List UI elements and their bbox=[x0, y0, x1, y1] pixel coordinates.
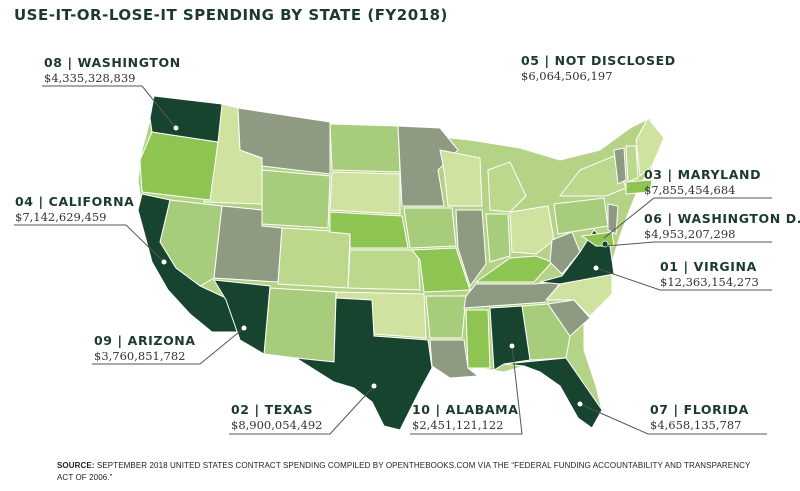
state-new-jersey bbox=[607, 203, 619, 235]
state-montana bbox=[237, 107, 331, 175]
dot-texas bbox=[371, 383, 377, 389]
state-west-virginia bbox=[549, 231, 581, 275]
state-nebraska bbox=[329, 211, 409, 249]
state-indiana bbox=[485, 213, 511, 263]
callout-washington: 08 | WASHINGTON $4,335,328,839 bbox=[44, 55, 181, 85]
leader-texas bbox=[229, 385, 375, 435]
callout-florida-label: 07 | FLORIDA bbox=[650, 402, 749, 417]
callout-washington-label: 08 | WASHINGTON bbox=[44, 55, 181, 70]
state-arizona bbox=[213, 279, 271, 355]
state-mississippi bbox=[465, 309, 491, 369]
callout-alabama: 10 | ALABAMA $2,451,121,122 bbox=[412, 402, 519, 432]
callout-florida: 07 | FLORIDA $4,658,135,787 bbox=[650, 402, 749, 432]
source-text: SEPTEMBER 2018 UNITED STATES CONTRACT SP… bbox=[57, 461, 751, 482]
state-north-dakota bbox=[329, 123, 401, 173]
callout-virginia: 01 | VIRGINA $12,363,154,273 bbox=[660, 259, 759, 289]
dot-washington bbox=[173, 125, 179, 131]
leader-virginia bbox=[595, 267, 772, 291]
callout-washington-dc-amount: $4,953,207,298 bbox=[644, 227, 736, 241]
state-michigan bbox=[487, 161, 527, 213]
state-vermont bbox=[613, 147, 627, 185]
state-texas bbox=[295, 297, 433, 431]
callout-texas-amount: $8,900,054,492 bbox=[231, 418, 323, 432]
callout-alabama-amount: $2,451,121,122 bbox=[412, 418, 504, 432]
leader-washington bbox=[42, 85, 177, 129]
dot-florida bbox=[577, 401, 583, 407]
leader-florida bbox=[579, 403, 767, 435]
state-new-mexico bbox=[263, 287, 337, 363]
state-florida bbox=[503, 357, 603, 429]
leader-lines bbox=[14, 85, 772, 435]
callout-maryland-label: 03 | MARYLAND bbox=[644, 167, 762, 182]
state-washington bbox=[149, 95, 223, 143]
state-south-carolina bbox=[547, 299, 591, 337]
state-minnesota bbox=[397, 125, 459, 207]
map-title: USE-IT-OR-LOSE-IT SPENDING BY STATE (FY2… bbox=[14, 6, 448, 24]
callout-arizona-label: 09 | ARIZONA bbox=[94, 333, 196, 348]
state-ohio bbox=[509, 205, 555, 255]
callout-maryland-amount: $7,855,454,684 bbox=[644, 183, 736, 197]
leader-maryland bbox=[603, 197, 772, 239]
callout-virginia-label: 01 | VIRGINA bbox=[660, 259, 757, 274]
state-kansas bbox=[347, 249, 421, 291]
leader-california bbox=[14, 224, 165, 263]
callout-not-disclosed-amount: $6,064,506,197 bbox=[521, 69, 613, 83]
state-alabama bbox=[489, 305, 531, 371]
dot-alabama bbox=[509, 343, 515, 349]
callout-virginia-amount: $12,363,154,273 bbox=[660, 275, 759, 289]
callout-not-disclosed-label: 05 | NOT DISCLOSED bbox=[521, 53, 676, 68]
dot-virginia bbox=[593, 265, 599, 271]
state-south-dakota bbox=[329, 171, 401, 215]
state-arkansas bbox=[425, 295, 467, 339]
state-missouri bbox=[410, 247, 471, 293]
state-new-hampshire bbox=[625, 145, 639, 183]
callout-arizona: 09 | ARIZONA $3,760,851,782 bbox=[94, 333, 196, 363]
dot-california bbox=[161, 259, 167, 265]
top-ten-states bbox=[137, 95, 615, 431]
state-oregon bbox=[139, 131, 219, 201]
state-colorado bbox=[277, 227, 351, 289]
state-maine bbox=[635, 117, 665, 177]
callout-texas: 02 | TEXAS $8,900,054,492 bbox=[231, 402, 322, 432]
leader-arizona bbox=[92, 327, 245, 365]
state-illinois bbox=[455, 209, 487, 288]
callout-alabama-label: 10 | ALABAMA bbox=[412, 402, 519, 417]
source-label: SOURCE: bbox=[57, 461, 95, 470]
callout-arizona-amount: $3,760,851,782 bbox=[94, 349, 186, 363]
callout-washington-dc-label: 06 | WASHINGTON D.C. bbox=[644, 211, 800, 226]
state-fills bbox=[139, 103, 665, 379]
callout-california-amount: $7,142,629,459 bbox=[15, 210, 107, 224]
leader-dc bbox=[605, 241, 772, 247]
state-iowa bbox=[403, 207, 457, 249]
leader-alabama bbox=[410, 345, 523, 435]
callout-california-label: 04 | CALIFORNA bbox=[15, 194, 135, 209]
callout-washington-amount: $4,335,328,839 bbox=[44, 71, 136, 85]
state-wyoming bbox=[261, 169, 331, 229]
callout-texas-label: 02 | TEXAS bbox=[231, 402, 314, 417]
state-massachusetts bbox=[625, 179, 653, 195]
callout-florida-amount: $4,658,135,787 bbox=[650, 418, 742, 432]
state-kentucky bbox=[474, 255, 553, 283]
callout-maryland: 03 | MARYLAND $7,855,454,684 bbox=[644, 167, 761, 197]
source-note: SOURCE: SEPTEMBER 2018 UNITED STATES CON… bbox=[57, 460, 757, 484]
callout-washington-dc: 06 | WASHINGTON D.C. $4,953,207,298 bbox=[644, 211, 800, 241]
state-wisconsin bbox=[439, 149, 483, 207]
callout-california: 04 | CALIFORNA $7,142,629,459 bbox=[15, 194, 134, 224]
dot-arizona bbox=[241, 325, 247, 331]
callout-not-disclosed: 05 | NOT DISCLOSED $6,064,506,197 bbox=[521, 53, 676, 83]
state-california bbox=[137, 193, 241, 333]
